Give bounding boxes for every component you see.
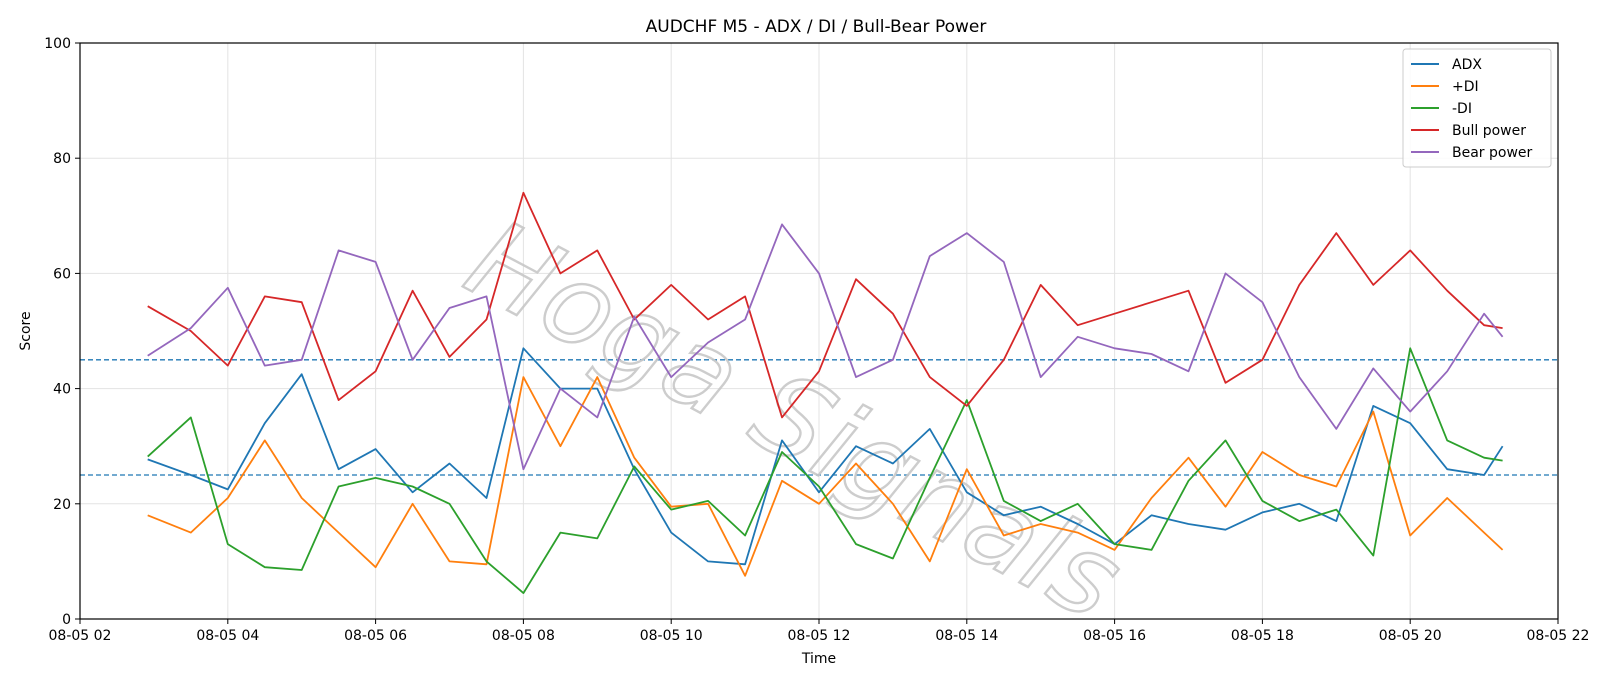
chart-title: AUDCHF M5 - ADX / DI / Bull-Bear Power <box>646 17 987 37</box>
grid <box>79 42 1559 620</box>
x-tick-label: 08-05 18 <box>1231 628 1294 644</box>
series-line-adx <box>147 347 1504 566</box>
legend-label: ADX <box>1452 57 1482 73</box>
x-tick-label: 08-05 04 <box>196 628 259 644</box>
series-lines <box>147 191 1504 594</box>
reference-lines <box>80 359 1558 476</box>
x-tick-label: 08-05 12 <box>788 628 851 644</box>
x-tick-label: 08-05 06 <box>344 628 407 644</box>
x-tick-label: 08-05 14 <box>935 628 998 644</box>
legend-label: +DI <box>1452 79 1479 95</box>
y-axis-label: Score <box>18 311 34 350</box>
series-line-di <box>147 376 1504 577</box>
y-axis-ticks: 0 20 40 60 80 100 <box>44 36 80 628</box>
y-tick-label: 0 <box>62 612 71 628</box>
x-tick-label: 08-05 20 <box>1379 628 1442 644</box>
watermark: Hoga Signals <box>447 194 1143 646</box>
x-tick-label: 08-05 10 <box>640 628 703 644</box>
legend-label: Bull power <box>1452 123 1526 139</box>
y-tick-label: 60 <box>53 266 71 282</box>
x-axis-label: Time <box>801 651 836 667</box>
x-axis-ticks: 08-05 02 08-05 04 08-05 06 08-05 08 08-05 10… <box>49 619 1590 644</box>
y-tick-label: 100 <box>44 36 71 52</box>
x-tick-label: 08-05 16 <box>1083 628 1146 644</box>
legend[interactable]: ADX +DI -DI Bull power Bear power <box>1402 48 1552 168</box>
legend-label: Bear power <box>1452 145 1533 161</box>
legend-label: -DI <box>1452 101 1472 117</box>
y-tick-label: 40 <box>53 382 71 398</box>
x-tick-label: 08-05 08 <box>492 628 555 644</box>
x-tick-label: 08-05 02 <box>49 628 112 644</box>
legend-box <box>1402 48 1552 168</box>
x-tick-label: 08-05 22 <box>1527 628 1590 644</box>
y-tick-label: 20 <box>53 497 71 513</box>
series-line-bear-power <box>147 223 1504 471</box>
series-line-di <box>147 347 1503 594</box>
y-tick-label: 80 <box>53 151 71 167</box>
watermark-text: Hoga Signals <box>448 195 1142 645</box>
